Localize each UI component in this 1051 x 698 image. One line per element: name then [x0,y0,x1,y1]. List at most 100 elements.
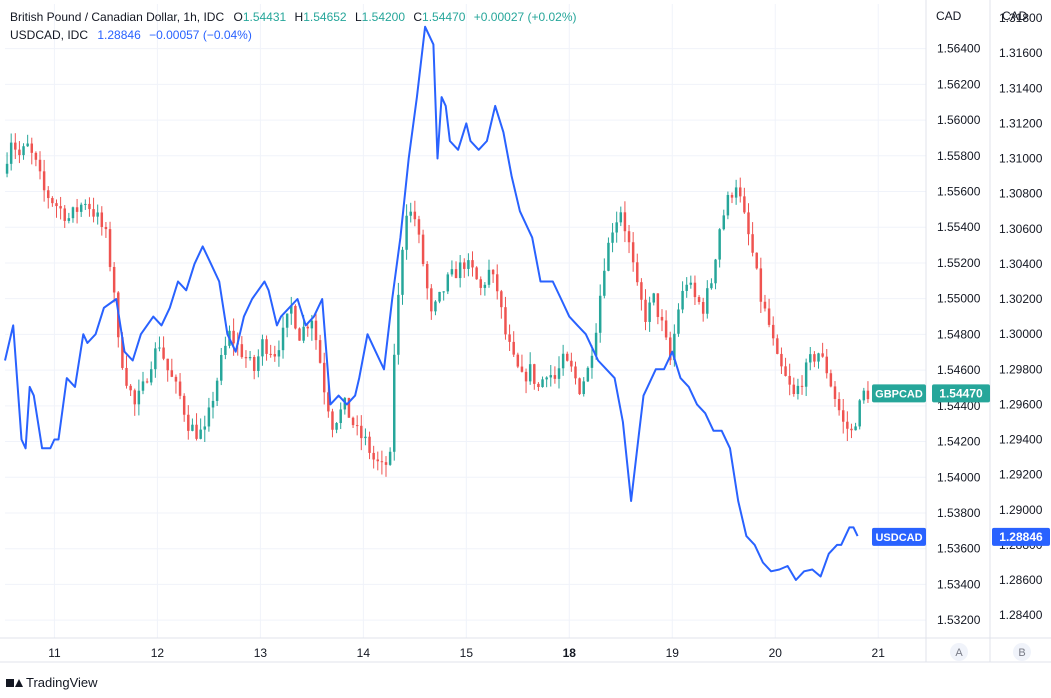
candle-body [442,291,445,293]
candle-body [75,207,79,212]
candle-body [722,215,726,230]
candle-body [18,149,21,156]
candle-body [726,194,730,216]
candle-body [817,353,820,362]
candle-body [841,410,845,422]
candle-body [640,282,643,300]
candle-body [372,452,375,460]
candle-body [265,339,268,354]
candle-body [557,368,561,379]
axis-b-tick-label: 1.30800 [999,187,1043,201]
candle-body [207,407,211,427]
candle-body [166,358,169,371]
candle-body [710,283,713,289]
candle-body [59,206,62,209]
axis-a-tick-label: 1.55400 [937,220,981,234]
candle-body [92,209,95,217]
axis-b-tick-label: 1.31400 [999,81,1043,95]
legend-symbol[interactable]: British Pound / Canadian Dollar, 1h, IDC [10,10,225,24]
candle-body [364,436,367,439]
candle-body [850,428,853,431]
candle-body [401,249,404,295]
candle-body [55,203,58,207]
candle-body [182,395,186,415]
candle-body [706,288,709,314]
candle-body [813,354,816,362]
candle-body [528,364,532,382]
candle-body [71,207,75,219]
tradingview-branding[interactable]: TradingView [6,675,98,690]
candle-body [771,324,775,339]
candle-body [220,354,223,381]
candle-body [549,375,553,378]
candle-body [277,350,281,357]
axis-b-scale-button[interactable]: B [1013,643,1031,661]
legend-row-usdcad[interactable]: USDCAD, IDC 1.28846 −0.00057 (−0.04%) [10,26,582,44]
time-axis[interactable]: 11 12 13 14 15 18 19 20 21 [48,646,885,660]
usdcad-price-badge-text: 1.28846 [999,530,1043,544]
candle-body [47,190,50,199]
candle-body [471,260,474,268]
candle-body [376,459,380,462]
candle-body [512,341,515,355]
candle-body [681,290,684,310]
axis-a-tick-label: 1.53200 [937,613,981,627]
candle-body [755,252,758,269]
tradingview-logo-icon [6,677,23,689]
axis-a-tick-label: 1.56200 [937,77,981,91]
axis-a-tick-label: 1.53600 [937,542,981,556]
candle-body [30,143,34,153]
chart-legend: British Pound / Canadian Dollar, 1h, IDC… [10,8,582,44]
candle-body [796,385,800,395]
axis-a-tick-label: 1.55600 [937,185,981,199]
candle-body [417,219,421,235]
candle-body [314,320,318,341]
candle-body [854,426,857,431]
candle-body [42,171,46,191]
candle-body [636,262,639,283]
candle-body [776,338,779,354]
candle-body [825,356,828,374]
price-axis-a[interactable]: CAD 1.56400 1.56200 1.56000 1.55800 1.55600 1.… [0,0,1051,663]
candle-body [215,380,219,401]
candle-body [537,383,540,388]
candle-body [541,379,544,388]
legend-symbol-2[interactable]: USDCAD, IDC [10,28,89,42]
candle-body [809,354,812,363]
candle-body [792,384,796,395]
candle-body [438,291,441,302]
candle-body [693,282,697,298]
candle-body [26,143,29,147]
axis-a-tick-label: 1.54600 [937,363,981,377]
legend-row-gbpcad[interactable]: British Pound / Canadian Dollar, 1h, IDC… [10,8,582,26]
candle-body [232,330,235,344]
candle-body [96,212,99,217]
candle-body [409,211,412,216]
candle-body [718,229,721,260]
time-tick-label: 20 [769,646,783,660]
candle-body [656,293,660,317]
candle-body [533,364,536,384]
candle-body [335,423,338,430]
axis-a-tick-label: 1.53400 [937,577,981,591]
candle-body [248,356,252,359]
candle-body [504,307,507,335]
candle-body [475,267,478,280]
candle-body [203,426,207,430]
candle-body [607,242,610,271]
axis-b-tick-label: 1.28600 [999,573,1043,587]
candle-body [104,226,108,230]
axis-a-tick-label: 1.53800 [937,506,981,520]
axis-a-scale-button[interactable]: A [950,643,968,661]
candle-body [586,367,590,382]
axis-b-tick-label: 1.30000 [999,327,1043,341]
candle-body [331,411,334,430]
candle-body [380,461,384,463]
candle-body [421,234,425,265]
candle-body [751,234,754,253]
candle-body [487,269,491,285]
candle-body [479,279,482,288]
